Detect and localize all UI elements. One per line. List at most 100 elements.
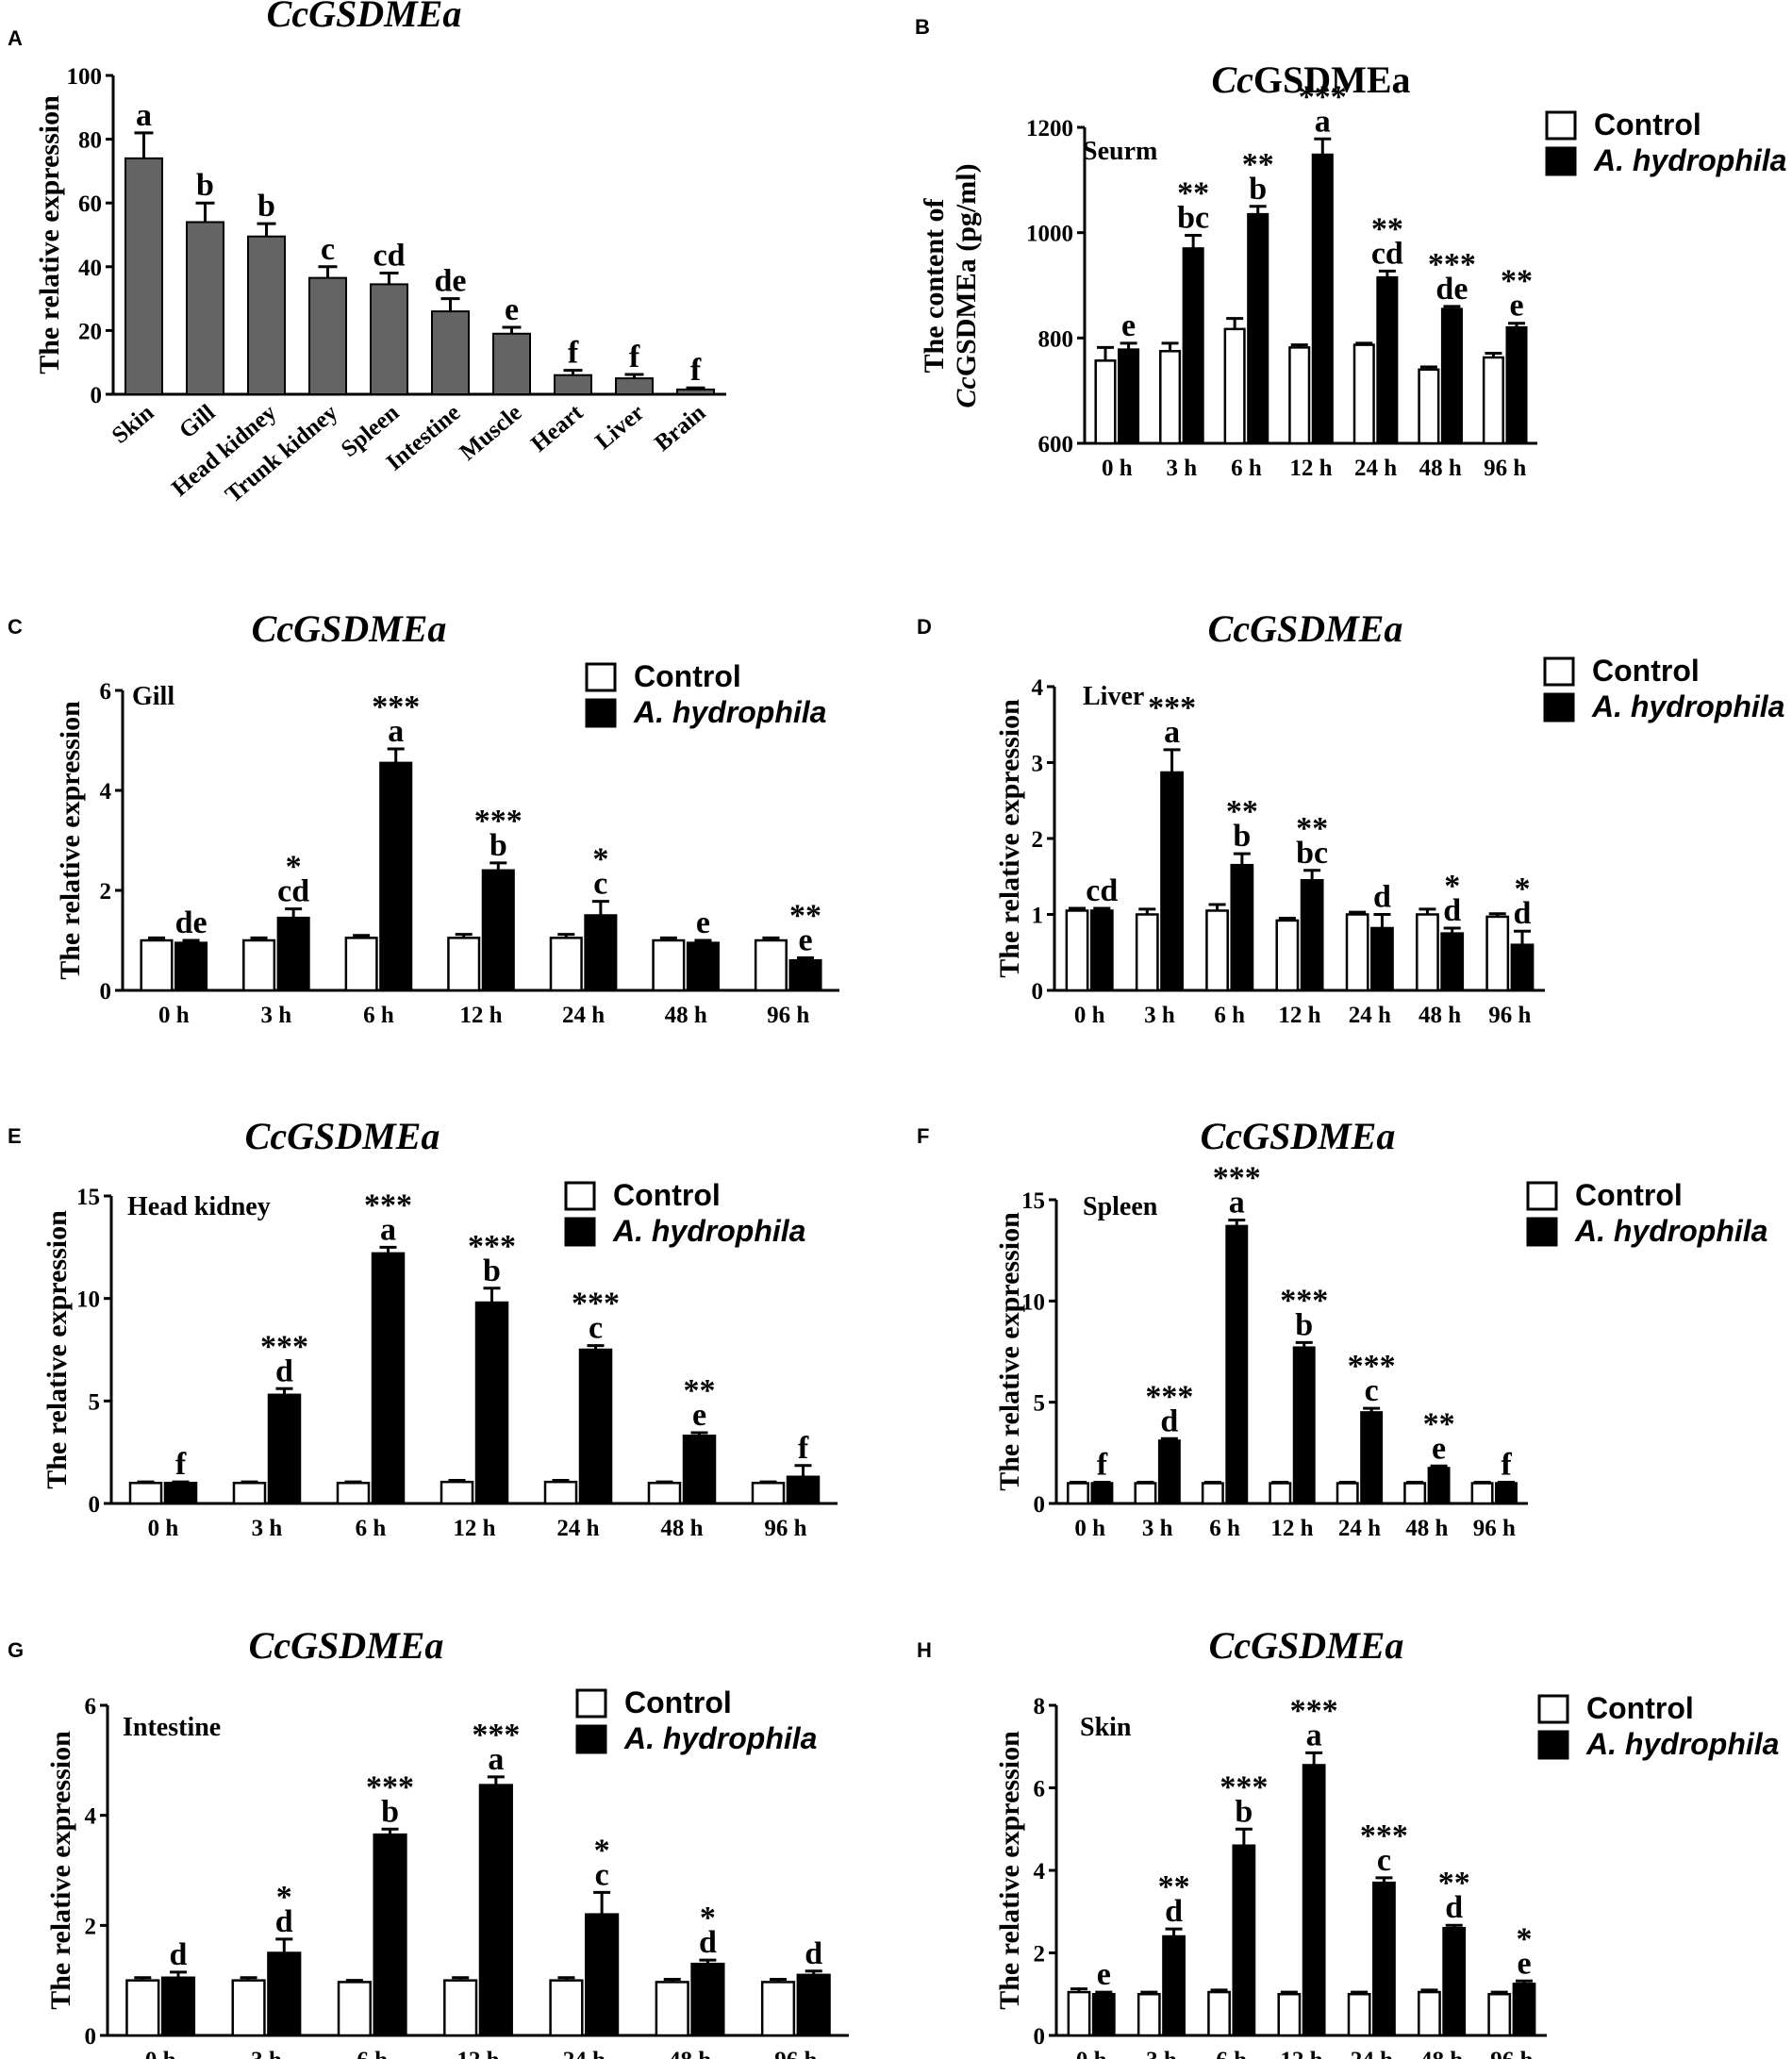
bar [431, 310, 470, 395]
bar-treated [1442, 1927, 1467, 2037]
x-tick-label: 0 h [148, 1516, 179, 1541]
y-tick-label: 2 [1032, 827, 1044, 853]
x-tick-label: 12 h [1270, 1516, 1313, 1541]
bar-control [1134, 1482, 1157, 1505]
x-tick-label: 48 h [665, 1003, 707, 1028]
significance-stars: ** [789, 899, 821, 934]
significance-letter: f [629, 340, 640, 374]
title-prefix: Cc [1211, 58, 1253, 101]
significance-letter: c [595, 1857, 609, 1892]
bar-control [1159, 350, 1182, 445]
bar-control [1223, 327, 1246, 445]
significance-letter: cd [373, 239, 406, 274]
significance-letter: f [690, 353, 702, 388]
x-tick-label: 24 h [563, 2048, 606, 2059]
significance-letter: d [805, 1936, 822, 1971]
significance-letter: b [1233, 819, 1251, 854]
bar-control [1269, 1482, 1292, 1505]
significance-stars: *** [1290, 1693, 1338, 1728]
significance-letter: c [321, 232, 335, 267]
tissue-label: Gill [132, 682, 174, 711]
panel-label: H [917, 1638, 932, 1662]
y-axis-label-line1: The content of [919, 198, 950, 374]
panel-label: G [8, 1638, 24, 1662]
significance-letter: e [696, 905, 710, 940]
bar-control [125, 1979, 160, 2037]
bar-control [1482, 356, 1504, 445]
bar-control [231, 1979, 266, 2037]
panel-d: D CcGSDMEa 0 1 2 3 4 The relative expression Liv… [917, 607, 1784, 1028]
x-tick-label: 6 h [1214, 1003, 1245, 1028]
significance-letter: d [1373, 880, 1391, 915]
tissue-label: Liver [1083, 682, 1144, 711]
panel-g: G CcGSDMEa 0 2 4 6 The relative expression Inte… [8, 1624, 849, 2059]
panel-title: CcGSDMEa [1208, 607, 1403, 650]
significance-letter: a [136, 98, 152, 133]
significance-letter: a [1315, 104, 1331, 139]
y-tick-label: 60 [78, 191, 102, 217]
legend-label-treated: A. hydrophila [623, 1721, 817, 1755]
bar-treated [1230, 863, 1254, 992]
bar-control [1201, 1482, 1224, 1505]
significance-stars: *** [468, 1229, 516, 1264]
significance-letter: de [1435, 272, 1468, 307]
bar-treated [786, 1475, 821, 1505]
significance-stars: ** [1296, 811, 1328, 846]
bar [554, 374, 592, 396]
y-tick-label: 0 [85, 2024, 97, 2050]
significance-letter: d [1160, 1403, 1178, 1438]
x-tick-label: 48 h [669, 2048, 711, 2059]
x-tick-label: 96 h [1490, 2048, 1533, 2059]
significance-letter: f [568, 336, 579, 371]
bar-treated [1225, 1224, 1249, 1505]
y-tick-label: 10 [1021, 1289, 1045, 1315]
x-tick-label: 0 h [1074, 1003, 1105, 1028]
panel-label: E [8, 1124, 22, 1148]
y-tick-label: 100 [67, 64, 103, 90]
bar [676, 388, 715, 395]
x-tick-label: 24 h [1338, 1516, 1381, 1541]
y-tick-label: 0 [1032, 979, 1044, 1005]
bar-control [1418, 368, 1440, 445]
significance-letter: a [380, 1212, 396, 1247]
x-tick-label: 12 h [1280, 2048, 1322, 2059]
y-tick-label: 0 [1034, 2024, 1046, 2050]
legend-swatch-treated [1543, 692, 1575, 722]
bar-treated [160, 1976, 196, 2037]
bar-treated [578, 1348, 613, 1505]
panel-label: B [915, 15, 930, 39]
significance-stars: ** [1438, 1866, 1470, 1901]
x-tick-label: 24 h [556, 1516, 599, 1541]
panel-title: CcGSDMEa [267, 0, 462, 35]
significance-stars: * [594, 1833, 610, 1868]
bar-control [337, 1981, 372, 2037]
x-tick-label: 3 h [1142, 1516, 1173, 1541]
bar-treated [1376, 275, 1399, 445]
tissue-label: Intestine [123, 1713, 221, 1742]
bar [308, 276, 347, 396]
legend-label-control: Control [634, 659, 741, 693]
significance-stars: *** [1348, 1349, 1396, 1384]
y-tick-label: 4 [1034, 1859, 1046, 1885]
bar-control [1277, 1993, 1302, 2037]
x-tick-label: Gill [174, 400, 220, 444]
x-tick-label: 96 h [764, 1516, 806, 1541]
bar [124, 157, 163, 395]
bar-control [1288, 346, 1311, 445]
significance-stars: *** [1280, 1283, 1328, 1318]
legend-swatch-control [585, 662, 617, 692]
significance-letter: b [1295, 1307, 1313, 1342]
y-tick-label: 4 [1032, 675, 1044, 701]
x-tick-label: 48 h [660, 1516, 703, 1541]
x-tick-label: 6 h [357, 2048, 388, 2059]
significance-letter: d [170, 1937, 188, 1972]
significance-letter: f [175, 1447, 187, 1482]
y-tick-label: 2 [1034, 1942, 1046, 1968]
significance-letter: e [1517, 1946, 1531, 1981]
panel-title: CcGSDMEa [249, 1624, 444, 1667]
significance-stars: *** [366, 1769, 414, 1804]
panel-label: D [917, 615, 932, 639]
